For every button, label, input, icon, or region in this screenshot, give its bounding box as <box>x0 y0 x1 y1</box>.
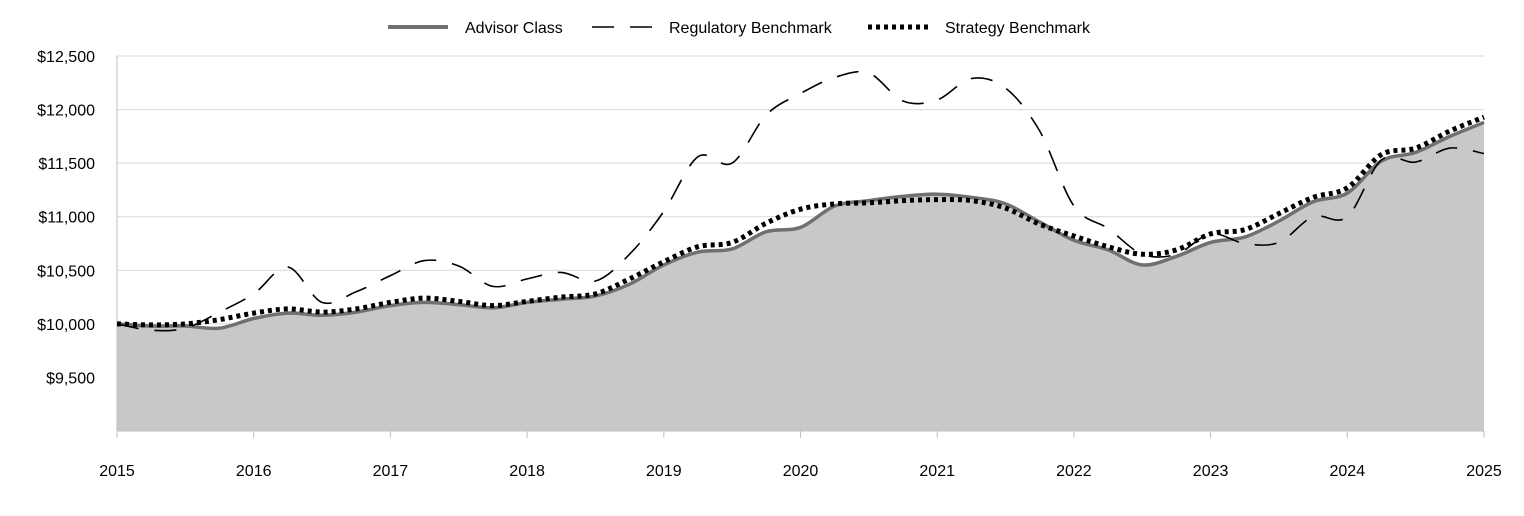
x-tick-label-5: 2020 <box>783 463 819 480</box>
plot-area: $9,500 $10,000 $10,500 $11,000 $11,500 $12,00… <box>37 49 1502 480</box>
y-tick-label-1: $10,000 <box>37 317 95 334</box>
legend-label-advisor-class: Advisor Class <box>465 20 563 37</box>
x-tick-label-7: 2022 <box>1056 463 1092 480</box>
legend-item-strategy-benchmark: Strategy Benchmark <box>868 20 1091 37</box>
legend-label-regulatory-benchmark: Regulatory Benchmark <box>669 20 833 37</box>
line-advisor-class <box>116 120 1485 331</box>
y-tick-label-3: $11,000 <box>38 210 95 227</box>
y-tick-label-2: $10,500 <box>37 263 95 280</box>
x-tick-label-4: 2019 <box>646 463 682 480</box>
legend-label-strategy-benchmark: Strategy Benchmark <box>945 20 1091 37</box>
y-tick-label-5: $12,000 <box>37 103 95 120</box>
x-tick-label-0: 2015 <box>99 463 135 480</box>
x-tick-label-8: 2023 <box>1193 463 1229 480</box>
y-tick-label-4: $11,500 <box>38 156 95 173</box>
legend: Advisor Class Regulatory Benchmark Strat… <box>388 20 1091 37</box>
line-regulatory-benchmark <box>116 70 1485 332</box>
legend-item-advisor-class: Advisor Class <box>388 20 563 37</box>
x-tick-label-1: 2016 <box>236 463 272 480</box>
legend-item-regulatory-benchmark: Regulatory Benchmark <box>592 20 833 37</box>
x-tick-label-10: 2025 <box>1466 463 1502 480</box>
y-tick-label-0: $9,500 <box>46 370 95 387</box>
x-tick-label-2: 2017 <box>373 463 409 480</box>
y-tick-label-6: $12,500 <box>37 49 95 66</box>
area-advisor-class <box>117 122 1484 432</box>
x-tick-label-9: 2024 <box>1330 463 1366 480</box>
line-strategy-benchmark <box>116 114 1485 328</box>
x-tick-label-3: 2018 <box>509 463 545 480</box>
x-tick-label-6: 2021 <box>919 463 955 480</box>
